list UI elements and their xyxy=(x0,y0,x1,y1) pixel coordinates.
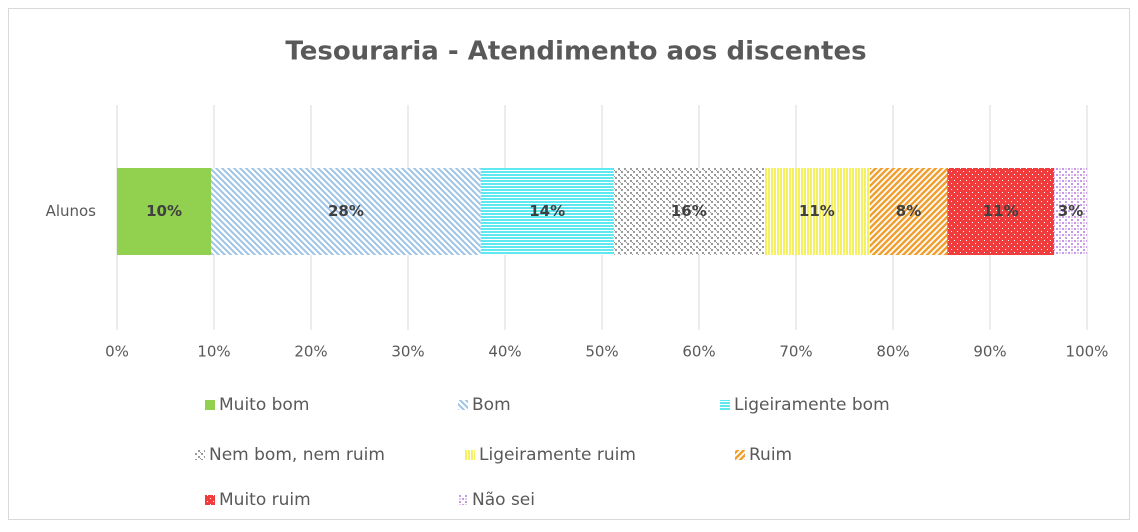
legend-swatch xyxy=(205,495,215,505)
legend-swatch xyxy=(465,450,475,460)
y-tick-label: Alunos xyxy=(46,202,97,220)
legend-swatch xyxy=(195,450,205,460)
chart-border xyxy=(8,8,1130,520)
legend-swatch xyxy=(458,495,468,505)
x-tick-label: 80% xyxy=(876,343,909,361)
bar-segment xyxy=(613,168,764,255)
chart-title: Tesouraria - Atendimento aos discentes xyxy=(285,37,866,67)
bar-segment xyxy=(480,168,614,255)
x-tick-label: 60% xyxy=(682,343,715,361)
legend-swatch xyxy=(720,400,730,410)
data-label: 10% xyxy=(146,202,182,220)
x-tick-label: 10% xyxy=(197,343,230,361)
x-tick-label: 30% xyxy=(391,343,424,361)
legend-label: Ligeiramente bom xyxy=(734,395,890,415)
legend-swatch xyxy=(735,450,745,460)
legend-label: Bom xyxy=(472,395,511,415)
legend-label: Não sei xyxy=(472,490,535,510)
data-label: 14% xyxy=(529,202,565,220)
legend-swatch xyxy=(458,400,468,410)
x-tick-label: 20% xyxy=(294,343,327,361)
bar-segment xyxy=(763,168,870,255)
data-label: 28% xyxy=(328,202,364,220)
legend-swatch xyxy=(205,400,215,410)
legend-label: Ligeiramente ruim xyxy=(479,445,636,465)
bar-segment xyxy=(211,168,481,255)
data-label: 3% xyxy=(1058,202,1083,220)
data-label: 8% xyxy=(896,202,921,220)
data-label: 11% xyxy=(799,202,835,220)
x-tick-label: 0% xyxy=(105,343,129,361)
x-tick-label: 50% xyxy=(585,343,618,361)
legend-label: Muito bom xyxy=(219,395,309,415)
x-tick-label: 100% xyxy=(1066,343,1109,361)
data-label: 11% xyxy=(983,202,1019,220)
legend-label: Ruim xyxy=(749,445,792,465)
bar-segment xyxy=(869,168,948,255)
data-label: 16% xyxy=(671,202,707,220)
bar-segment xyxy=(117,168,212,255)
bar-segment xyxy=(947,168,1055,255)
legend-label: Muito ruim xyxy=(219,490,311,510)
x-tick-label: 40% xyxy=(488,343,521,361)
legend-label: Nem bom, nem ruim xyxy=(209,445,385,465)
x-tick-label: 70% xyxy=(779,343,812,361)
bar-segment xyxy=(1054,168,1087,255)
x-tick-label: 90% xyxy=(973,343,1006,361)
